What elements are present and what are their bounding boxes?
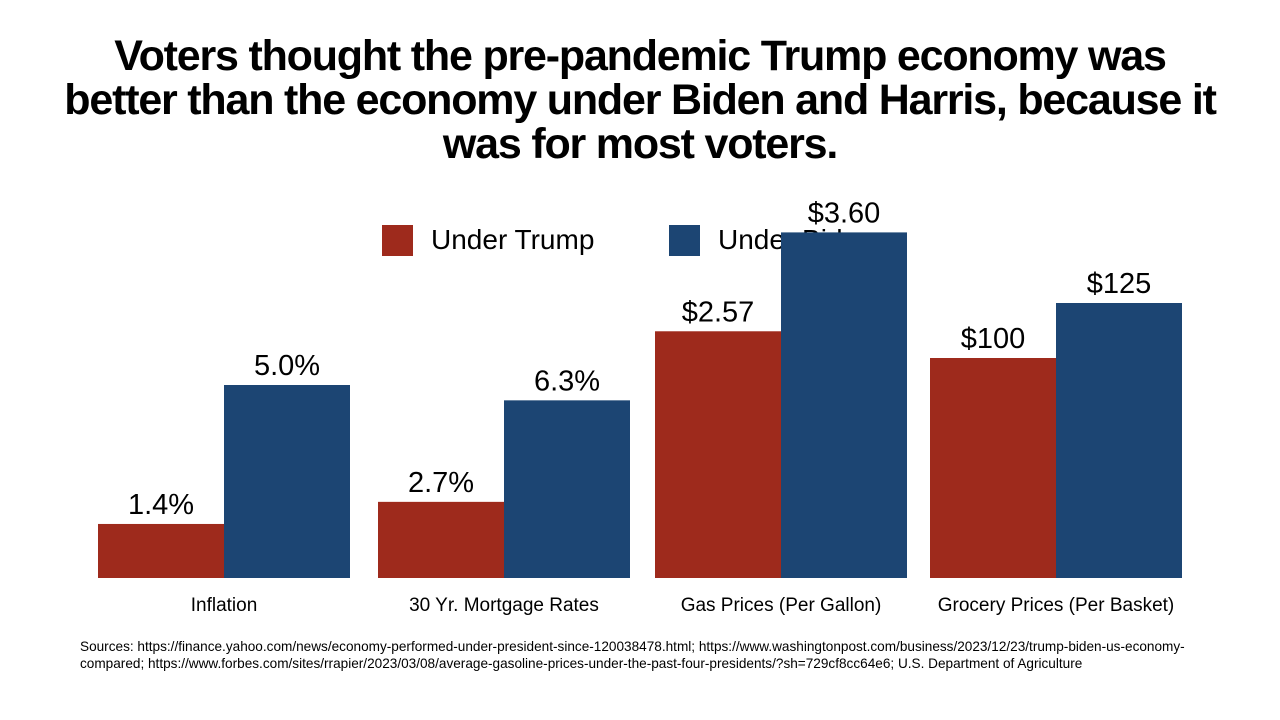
legend-swatch-biden bbox=[669, 224, 700, 256]
sources-note: Sources: https://finance.yahoo.com/news/… bbox=[80, 639, 1185, 671]
data-label-biden-2: $3.60 bbox=[808, 197, 881, 229]
data-label-trump-2: $2.57 bbox=[682, 296, 755, 328]
category-label-3: Grocery Prices (Per Basket) bbox=[938, 595, 1175, 616]
title-line-2: better than the economy under Biden and … bbox=[64, 76, 1217, 124]
legend-label-trump: Under Trump bbox=[431, 224, 595, 255]
chart-title: Voters thought the pre-pandemic Trump ec… bbox=[40, 34, 1240, 166]
bar-biden-2 bbox=[781, 232, 907, 578]
chart-legend: Under Trump Under Biden bbox=[0, 222, 1280, 258]
data-label-trump-3: $100 bbox=[961, 323, 1026, 355]
bar-trump-1 bbox=[378, 501, 504, 578]
data-label-biden-0: 5.0% bbox=[254, 350, 320, 382]
bar-trump-2 bbox=[655, 331, 781, 578]
data-label-biden-1: 6.3% bbox=[534, 365, 600, 397]
bar-trump-3 bbox=[930, 358, 1056, 578]
data-label-biden-3: $125 bbox=[1087, 268, 1152, 300]
bar-biden-0 bbox=[224, 385, 350, 578]
data-label-trump-1: 2.7% bbox=[408, 467, 474, 499]
category-label-2: Gas Prices (Per Gallon) bbox=[681, 595, 882, 616]
bar-biden-3 bbox=[1056, 303, 1182, 578]
legend-item-trump: Under Trump bbox=[382, 222, 594, 258]
title-line-3: was for most voters. bbox=[442, 120, 838, 168]
category-label-1: 30 Yr. Mortgage Rates bbox=[409, 595, 599, 616]
legend-swatch-trump bbox=[382, 224, 413, 256]
title-line-1: Voters thought the pre-pandemic Trump ec… bbox=[114, 32, 1167, 80]
bar-biden-1 bbox=[504, 400, 630, 578]
data-label-trump-0: 1.4% bbox=[128, 489, 194, 521]
bar-trump-0 bbox=[98, 523, 224, 578]
category-label-0: Inflation bbox=[191, 595, 258, 616]
